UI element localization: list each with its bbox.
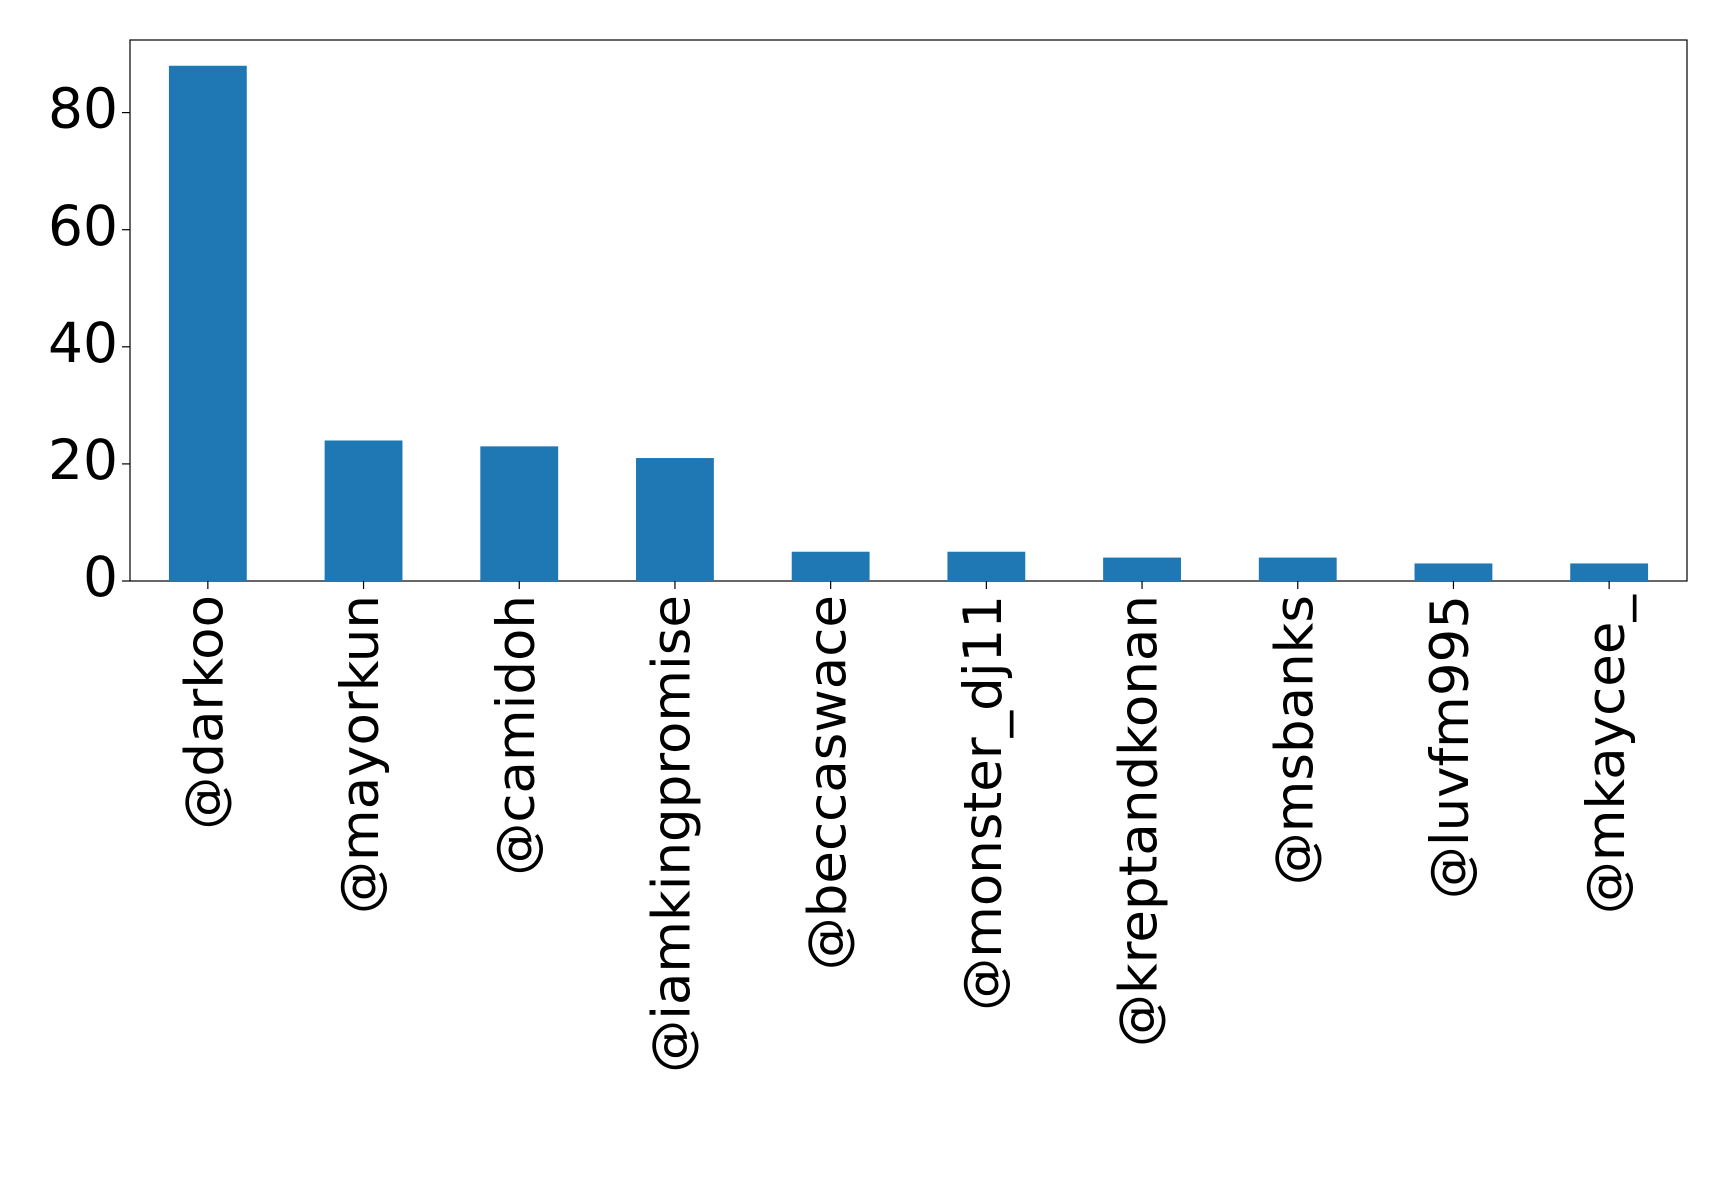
- bar: [324, 440, 403, 581]
- bar: [480, 446, 559, 581]
- y-tick-label: 60: [48, 194, 118, 258]
- plot-frame: [129, 39, 1688, 582]
- x-tick-label: @msbanks: [1264, 595, 1325, 885]
- y-tick-label: 80: [48, 77, 118, 141]
- x-tick-label: @iamkingpromise: [642, 595, 703, 1073]
- y-tick-label: 20: [48, 428, 118, 492]
- x-tick-label: @beccaswace: [797, 595, 858, 970]
- bar: [791, 551, 870, 581]
- y-tick-label: 40: [48, 311, 118, 375]
- x-tick-label: @luvfm995: [1420, 595, 1481, 899]
- x-tick-label: @camidoh: [486, 595, 547, 876]
- bar: [1258, 557, 1337, 581]
- bar: [636, 458, 714, 581]
- bar: [947, 551, 1026, 581]
- x-tick-label: @mayorkun: [330, 595, 391, 914]
- x-tick-label: @monster_dj11: [953, 595, 1014, 1011]
- x-tick-label: @darkoo: [174, 595, 235, 830]
- bar: [1570, 563, 1649, 581]
- y-tick-label: 0: [83, 545, 118, 609]
- x-tick-label: @mkaycee_: [1576, 594, 1637, 915]
- bar: [1414, 563, 1493, 581]
- x-tick-label: @kreptandkonan: [1109, 595, 1170, 1047]
- bar: [1103, 557, 1181, 581]
- bar: [168, 65, 247, 581]
